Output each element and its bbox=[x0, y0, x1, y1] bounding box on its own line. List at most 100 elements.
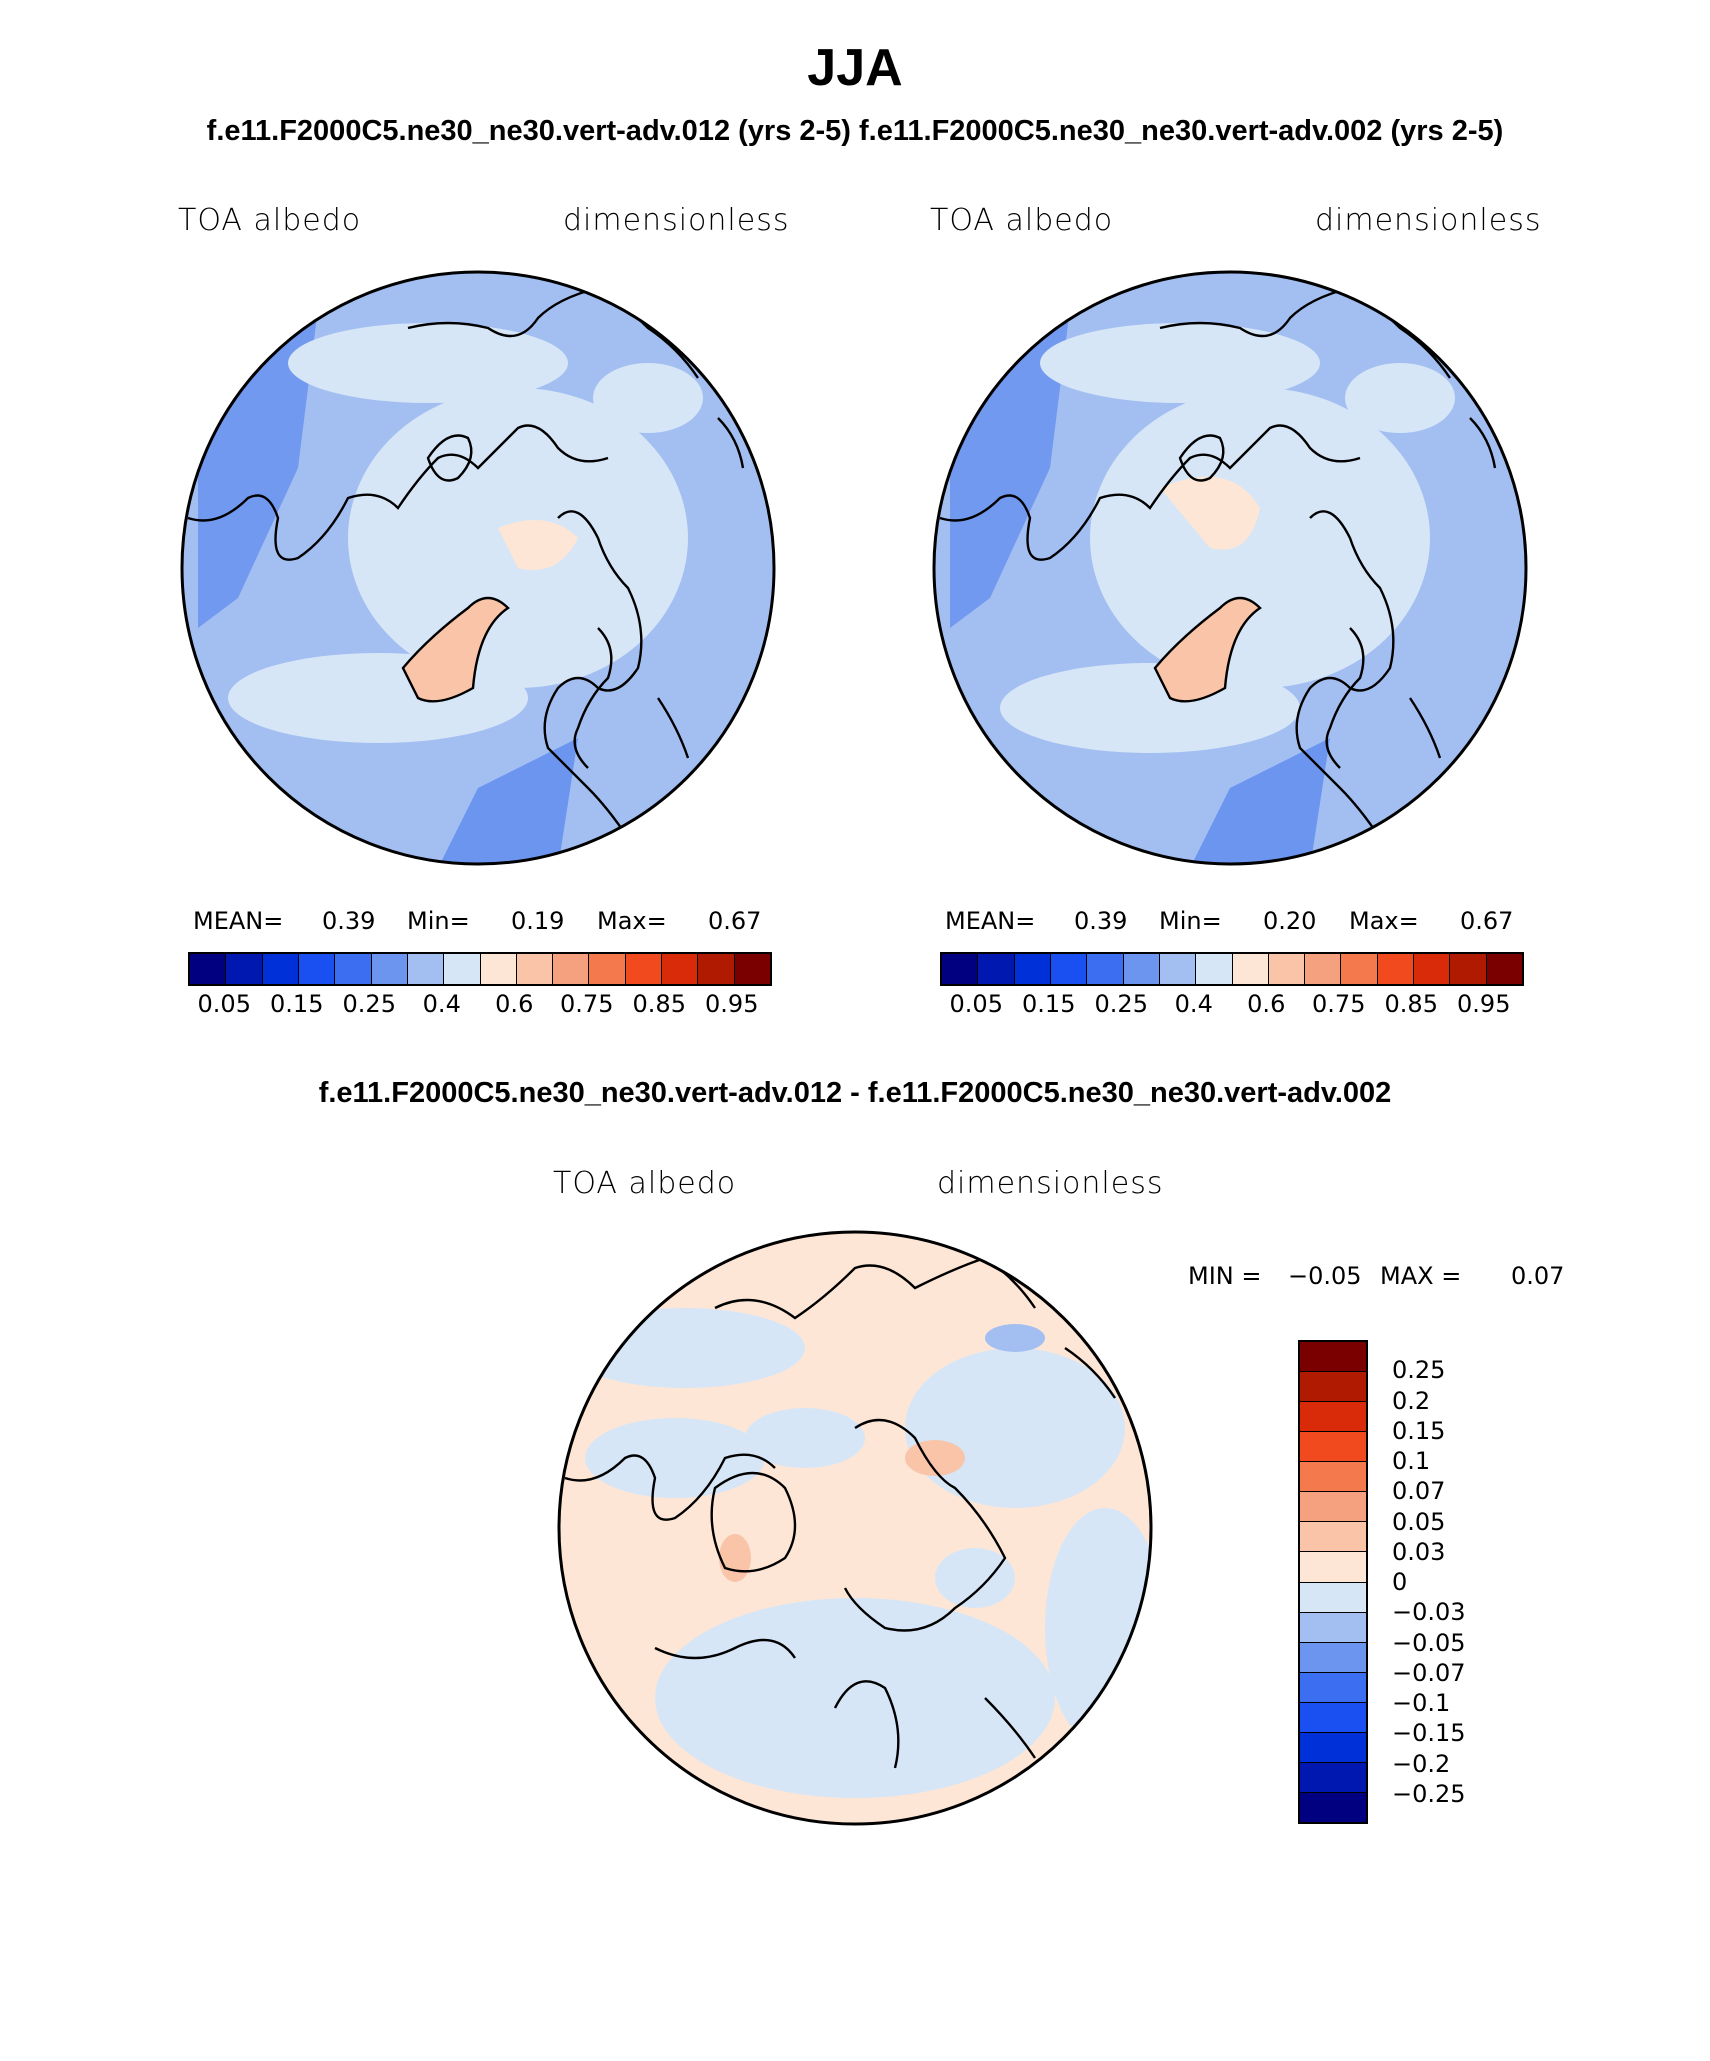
diff-polar-map bbox=[557, 1230, 1153, 1826]
panel2-colorbar-swatch bbox=[1014, 954, 1051, 984]
diff-colorbar-swatch bbox=[1300, 1762, 1366, 1793]
panel1-colorbar-label: 0.05 bbox=[197, 990, 251, 1018]
panel1-min-label: Min= bbox=[407, 907, 470, 935]
panel2-colorbar-label: 0.6 bbox=[1247, 990, 1286, 1018]
panel1-greenland-high-albedo bbox=[403, 598, 508, 702]
diff-colorbar-swatch bbox=[1300, 1672, 1366, 1703]
diff-colorbar-swatch bbox=[1300, 1732, 1366, 1763]
diff-colorbar-label: −0.2 bbox=[1392, 1749, 1451, 1778]
diff-colorbar-swatch bbox=[1300, 1612, 1366, 1643]
panel2-colorbar-swatch bbox=[1377, 954, 1415, 984]
panel1-coastlines bbox=[187, 286, 745, 839]
diff-colorbar-label: −0.15 bbox=[1392, 1719, 1466, 1748]
diff-colorbar-label: 0.25 bbox=[1392, 1356, 1446, 1385]
panel1-colorbar-swatch bbox=[335, 954, 372, 984]
panel2-max-label: Max= bbox=[1349, 907, 1419, 935]
panel2-colorbar-label: 0.85 bbox=[1384, 990, 1438, 1018]
panel2-colorbar-swatch bbox=[1268, 954, 1306, 984]
diff-colorbar-swatch bbox=[1300, 1702, 1366, 1733]
panel1-colorbar-swatch bbox=[226, 954, 263, 984]
diff-colorbar bbox=[1298, 1340, 1368, 1824]
diff-colorbar-label: −0.1 bbox=[1392, 1689, 1451, 1717]
diff-colorbar-label: −0.05 bbox=[1392, 1628, 1466, 1657]
panel1-colorbar-label: 0.95 bbox=[705, 990, 759, 1018]
diff-variable-label: TOA albedo bbox=[553, 1166, 737, 1201]
diff-colorbar-label: 0.2 bbox=[1392, 1386, 1431, 1415]
panel2-colorbar-swatch bbox=[978, 954, 1015, 984]
panel2-colorbar-swatch bbox=[1414, 954, 1451, 984]
panel1-colorbar-label: 0.85 bbox=[632, 990, 686, 1018]
panel1-colorbar-swatch bbox=[662, 954, 699, 984]
panel2-units-label: dimensionless bbox=[1315, 203, 1542, 238]
panel2-mean-value: 0.39 bbox=[1074, 907, 1128, 935]
diff-colorbar-label: 0.1 bbox=[1392, 1447, 1431, 1475]
panel1-colorbar-swatch bbox=[298, 954, 336, 984]
diff-colorbar-swatch bbox=[1300, 1492, 1366, 1523]
panel1-colorbar-label: 0.75 bbox=[560, 990, 614, 1018]
panel1-colorbar-swatch bbox=[444, 954, 481, 984]
diff-units-label: dimensionless bbox=[937, 1166, 1164, 1201]
diff-colorbar-swatch bbox=[1300, 1642, 1366, 1673]
panel2-min-value: 0.20 bbox=[1263, 907, 1317, 935]
diff-colorbar-label: −0.03 bbox=[1392, 1598, 1466, 1627]
panel1-min-value: 0.19 bbox=[511, 907, 565, 935]
panel2-colorbar-label: 0.75 bbox=[1312, 990, 1366, 1018]
panel1-colorbar-swatch bbox=[407, 954, 445, 984]
case-header: f.e11.F2000C5.ne30_ne30.vert-adv.012 (yr… bbox=[206, 115, 1504, 147]
panel2-greenland-high-albedo bbox=[1155, 598, 1260, 702]
diff-min-label: MIN = bbox=[1188, 1262, 1262, 1290]
panel1-units-label: dimensionless bbox=[563, 203, 790, 238]
diff-colorbar-label: 0.15 bbox=[1392, 1416, 1446, 1445]
panel2-colorbar-label: 0.95 bbox=[1457, 990, 1511, 1018]
panel2-colorbar-swatch bbox=[1050, 954, 1088, 984]
diff-colorbar-swatch bbox=[1300, 1432, 1366, 1463]
panel1-mean-value: 0.39 bbox=[322, 907, 376, 935]
diff-colorbar-label: 0 bbox=[1392, 1568, 1408, 1596]
panel2-colorbar-swatch bbox=[1123, 954, 1160, 984]
diff-colorbar-swatch bbox=[1300, 1372, 1366, 1403]
panel1-max-label: Max= bbox=[597, 907, 667, 935]
diff-colorbar-swatch bbox=[1300, 1462, 1366, 1493]
panel2-colorbar-swatch bbox=[1087, 954, 1124, 984]
diff-colorbar-label: 0.03 bbox=[1392, 1537, 1446, 1566]
diff-max-label: MAX = bbox=[1380, 1262, 1462, 1290]
panel1-colorbar bbox=[188, 952, 772, 986]
diff-colorbar-swatch bbox=[1300, 1402, 1366, 1433]
panel2-colorbar-swatch bbox=[1196, 954, 1233, 984]
diff-colorbar-label: −0.25 bbox=[1392, 1779, 1466, 1808]
panel1-colorbar-swatch bbox=[553, 954, 590, 984]
panel2-colorbar-label: 0.15 bbox=[1022, 990, 1076, 1018]
panel1-colorbar-swatch bbox=[371, 954, 408, 984]
diff-colorbar-swatch bbox=[1300, 1792, 1366, 1822]
panel2-colorbar-swatch bbox=[1486, 954, 1522, 984]
panel2-colorbar-label: 0.05 bbox=[949, 990, 1003, 1018]
panel2-polar-map bbox=[932, 270, 1528, 866]
diff-colorbar-label: 0.05 bbox=[1392, 1507, 1446, 1536]
panel1-colorbar-swatch bbox=[734, 954, 770, 984]
panel2-min-label: Min= bbox=[1159, 907, 1222, 935]
panel2-colorbar-label: 0.4 bbox=[1174, 990, 1213, 1018]
difference-title: f.e11.F2000C5.ne30_ne30.vert-adv.012 - f… bbox=[318, 1077, 1392, 1109]
panel1-polar-map bbox=[180, 270, 776, 866]
panel2-colorbar-swatch bbox=[1159, 954, 1197, 984]
panel2-variable-label: TOA albedo bbox=[930, 203, 1114, 238]
panel1-colorbar-label: 0.15 bbox=[270, 990, 324, 1018]
panel2-colorbar-swatch bbox=[1232, 954, 1269, 984]
panel1-colorbar-swatch bbox=[589, 954, 626, 984]
panel1-albedo-field bbox=[182, 272, 774, 864]
diff-colorbar-swatch bbox=[1300, 1552, 1366, 1583]
panel1-mean-label: MEAN= bbox=[193, 907, 284, 935]
panel2-coastlines bbox=[939, 286, 1497, 839]
panel2-mean-label: MEAN= bbox=[945, 907, 1036, 935]
panel2-colorbar-swatch bbox=[1305, 954, 1342, 984]
panel1-colorbar-label: 0.6 bbox=[495, 990, 534, 1018]
panel1-colorbar-swatch bbox=[262, 954, 299, 984]
panel1-colorbar-swatch bbox=[190, 954, 227, 984]
panel2-colorbar bbox=[940, 952, 1524, 986]
panel2-colorbar-swatch bbox=[1341, 954, 1378, 984]
panel2-colorbar-label: 0.25 bbox=[1094, 990, 1148, 1018]
panel1-colorbar-label: 0.4 bbox=[422, 990, 461, 1018]
diff-colorbar-swatch bbox=[1300, 1522, 1366, 1553]
panel2-albedo-field bbox=[934, 272, 1526, 864]
season-title: JJA bbox=[807, 39, 903, 97]
